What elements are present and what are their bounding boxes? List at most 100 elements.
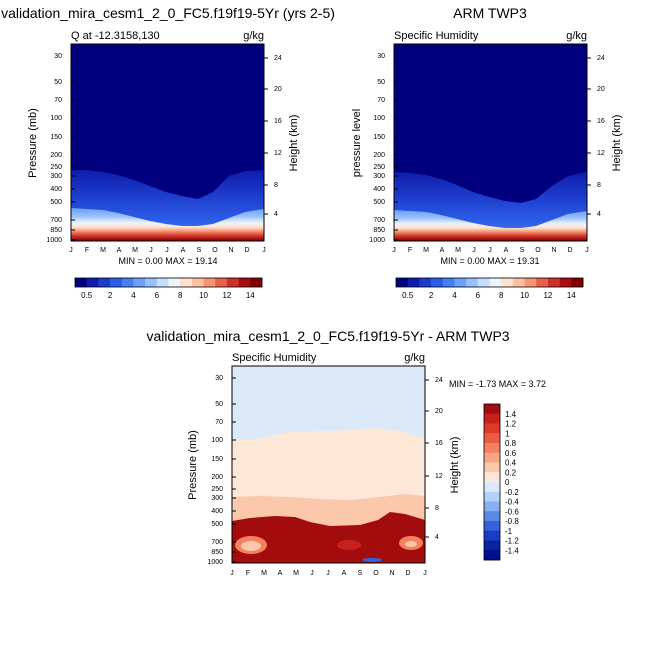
- colorbar-swatch: [156, 278, 169, 287]
- panel-title: validation_mira_cesm1_2_0_FC5.f19f19-5Yr…: [146, 328, 509, 344]
- colorbar-frame: [74, 277, 263, 288]
- month-tick: S: [197, 247, 202, 254]
- month-tick: J: [262, 247, 266, 254]
- colorbar-swatch: [215, 278, 228, 287]
- contour-inner: [337, 540, 361, 550]
- colorbar-swatch: [226, 278, 239, 287]
- svg-text:150: 150: [373, 134, 385, 141]
- colorbar-swatch: [168, 278, 181, 287]
- month-tick: M: [293, 570, 299, 577]
- colorbar-swatch: [547, 278, 560, 287]
- colorbar-label: 6: [155, 291, 160, 300]
- pressure-axis: 30 50 70 100 150 200 250 300 400 500 700…: [46, 53, 75, 244]
- colorbar-label: -0.8: [505, 517, 519, 526]
- colorbar-swatch: [571, 278, 584, 287]
- svg-text:100: 100: [50, 115, 62, 122]
- contour-inner: [405, 541, 417, 547]
- svg-text:70: 70: [377, 97, 385, 104]
- panel-model: validation_mira_cesm1_2_0_FC5.f19f19-5Yr…: [1, 5, 335, 300]
- panel-units: g/kg: [566, 30, 587, 42]
- colorbar-swatch: [238, 278, 251, 287]
- contour-band-lower: [394, 210, 587, 241]
- colorbar-swatch: [407, 278, 420, 287]
- panel-title: ARM TWP3: [453, 5, 527, 21]
- panel-difference: validation_mira_cesm1_2_0_FC5.f19f19-5Yr…: [146, 328, 546, 577]
- min-max-stats: MIN = 0.00 MAX = 19.31: [440, 256, 539, 266]
- month-tick: N: [389, 570, 394, 577]
- svg-text:100: 100: [373, 115, 385, 122]
- height-axis: 24 20 16 12 8 4: [425, 377, 443, 541]
- min-max-stats: MIN = -1.73 MAX = 3.72: [449, 379, 546, 389]
- svg-text:200: 200: [373, 152, 385, 159]
- month-tick: M: [132, 247, 138, 254]
- month-tick: M: [455, 247, 461, 254]
- svg-text:16: 16: [435, 440, 443, 447]
- colorbar-label: 14: [246, 291, 255, 300]
- colorbar-swatch: [484, 462, 500, 473]
- month-tick: A: [117, 247, 122, 254]
- month-tick: J: [472, 247, 476, 254]
- month-tick: D: [405, 570, 410, 577]
- colorbar-swatch: [484, 521, 500, 532]
- month-tick: F: [246, 570, 250, 577]
- svg-text:4: 4: [597, 211, 601, 218]
- svg-text:12: 12: [597, 150, 605, 157]
- svg-text:500: 500: [373, 199, 385, 206]
- contour-field: [394, 44, 587, 241]
- colorbar-label: 0.2: [505, 468, 517, 477]
- panel-subtitle: Q at -12.3158,130: [71, 30, 160, 42]
- month-tick: J: [310, 570, 314, 577]
- svg-text:850: 850: [211, 549, 223, 556]
- colorbar-label: 0.5: [402, 291, 414, 300]
- colorbar-swatch: [477, 278, 490, 287]
- colorbar-label: 6: [476, 291, 481, 300]
- month-tick: S: [520, 247, 525, 254]
- colorbar-label: 0.5: [81, 291, 93, 300]
- colorbar-label: 0.4: [505, 459, 517, 468]
- svg-text:700: 700: [373, 217, 385, 224]
- month-tick: J: [165, 247, 169, 254]
- svg-text:300: 300: [373, 173, 385, 180]
- svg-text:500: 500: [50, 199, 62, 206]
- colorbar-label: -1: [505, 527, 513, 536]
- svg-text:16: 16: [597, 118, 605, 125]
- svg-text:24: 24: [597, 55, 605, 62]
- colorbar-swatch: [98, 278, 111, 287]
- height-axis-label: Height (km): [449, 437, 461, 494]
- colorbar: 1.41.210.80.60.40.20-0.2-0.4-0.6-0.8-1-1…: [483, 403, 519, 561]
- month-tick: A: [342, 570, 347, 577]
- colorbar-swatch: [484, 482, 500, 493]
- colorbar-swatch: [191, 278, 204, 287]
- month-tick: A: [440, 247, 445, 254]
- contour-negative: [362, 558, 382, 562]
- colorbar-swatch: [484, 472, 500, 483]
- colorbar-swatch: [484, 423, 500, 434]
- month-tick: A: [278, 570, 283, 577]
- svg-text:50: 50: [54, 79, 62, 86]
- month-tick: J: [392, 247, 396, 254]
- svg-text:8: 8: [435, 505, 439, 512]
- svg-text:100: 100: [211, 437, 223, 444]
- month-tick: N: [228, 247, 233, 254]
- colorbar-swatch: [524, 278, 537, 287]
- pressure-axis-label: Pressure (mb): [27, 108, 39, 178]
- month-tick: S: [358, 570, 363, 577]
- colorbar-swatch: [484, 413, 500, 424]
- contour-field: [71, 44, 264, 241]
- pressure-axis: 30 50 70 100 150 200 250 300 400 500 700…: [207, 375, 236, 566]
- colorbar-swatch: [250, 278, 263, 287]
- contour-field: [232, 366, 425, 563]
- colorbar-swatch: [484, 511, 500, 522]
- colorbar-swatch: [431, 278, 444, 287]
- month-axis: J F M A M J J A S O N D J: [392, 247, 589, 254]
- svg-text:70: 70: [215, 419, 223, 426]
- month-tick: N: [551, 247, 556, 254]
- colorbar-swatch: [501, 278, 514, 287]
- height-axis: 24 20 16 12 8 4: [587, 55, 605, 218]
- svg-text:24: 24: [274, 55, 282, 62]
- colorbar-label: -1.2: [505, 537, 519, 546]
- colorbar-swatch: [484, 540, 500, 551]
- svg-text:4: 4: [274, 211, 278, 218]
- panel-units: g/kg: [243, 30, 264, 42]
- svg-text:700: 700: [50, 217, 62, 224]
